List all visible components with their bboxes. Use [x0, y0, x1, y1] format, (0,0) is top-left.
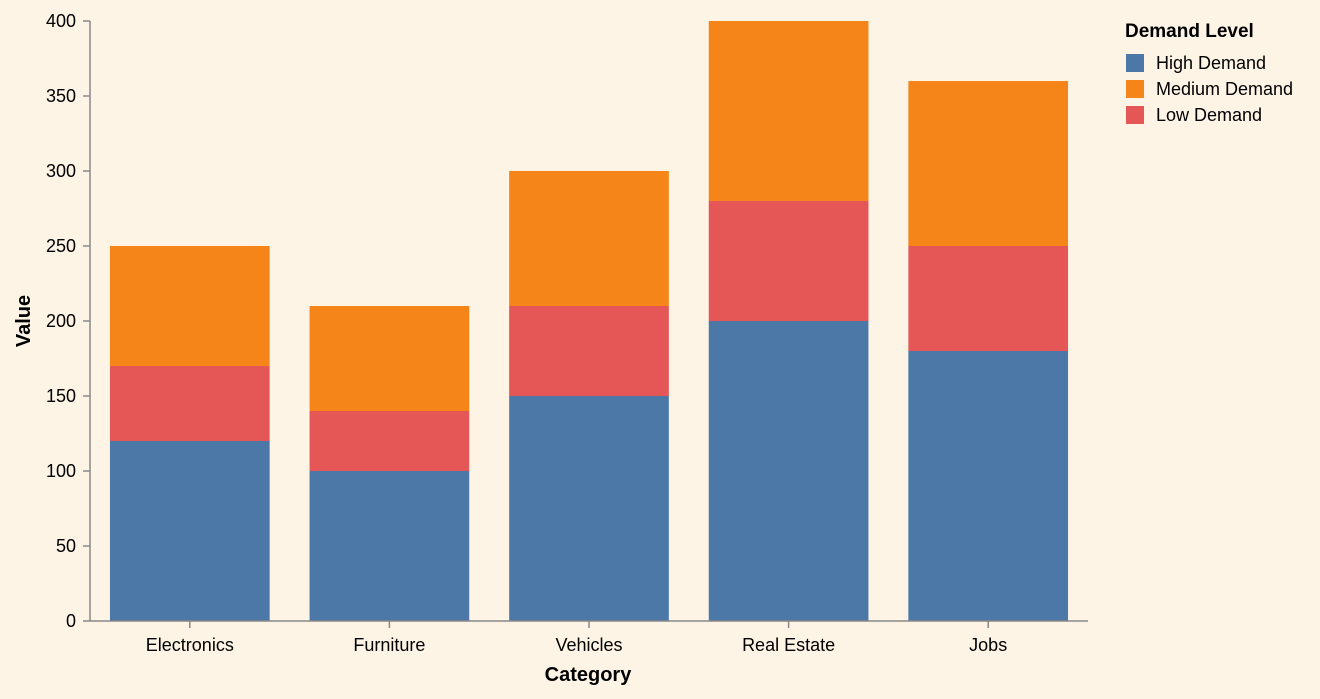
- bar-segment-vehicles-high-demand: [509, 396, 669, 621]
- bar-segment-real-estate-medium-demand: [708, 21, 869, 201]
- legend: Demand Level High Demand Medium Demand Low…: [1125, 21, 1293, 125]
- bar-segment-electronics-medium-demand: [109, 246, 270, 366]
- legend-label-low-demand: Low Demand: [1156, 105, 1262, 125]
- x-tick-label: Vehicles: [555, 635, 622, 655]
- bar-segment-furniture-medium-demand: [309, 306, 470, 411]
- x-tick-label: Furniture: [353, 635, 425, 655]
- legend-swatch-medium-demand: [1126, 80, 1144, 98]
- bar-segment-electronics-high-demand: [109, 441, 270, 621]
- y-tick-label: 150: [46, 386, 76, 406]
- legend-title: Demand Level: [1125, 21, 1254, 42]
- y-tick-label: 300: [46, 161, 76, 181]
- axes-layer: 0 50 100 150 200 250 300 350 400 Electronics Furni…: [46, 11, 1088, 655]
- bar-segment-jobs-medium-demand: [908, 81, 1069, 246]
- y-tick-label: 350: [46, 86, 76, 106]
- y-tick-label: 50: [56, 536, 76, 556]
- y-axis-title: Value: [13, 295, 35, 347]
- legend-label-high-demand: High Demand: [1156, 53, 1266, 73]
- x-tick-label: Real Estate: [742, 635, 835, 655]
- y-tick-label: 200: [46, 311, 76, 331]
- x-tick-label: Jobs: [969, 635, 1007, 655]
- bar-segment-furniture-high-demand: [309, 471, 470, 621]
- legend-swatch-high-demand: [1126, 54, 1144, 72]
- bar-segment-furniture-low-demand: [309, 411, 470, 471]
- bar-segment-electronics-low-demand: [109, 366, 270, 441]
- x-tick-label: Electronics: [146, 635, 234, 655]
- bars-layer: [109, 21, 1069, 621]
- bar-segment-vehicles-medium-demand: [509, 171, 669, 306]
- bar-segment-real-estate-high-demand: [708, 321, 869, 621]
- legend-swatch-low-demand: [1126, 106, 1144, 124]
- x-axis-title: Category: [545, 664, 633, 686]
- bar-segment-real-estate-low-demand: [708, 201, 869, 321]
- y-tick-label: 400: [46, 11, 76, 31]
- bar-segment-jobs-low-demand: [908, 246, 1069, 351]
- legend-label-medium-demand: Medium Demand: [1156, 79, 1293, 99]
- bar-segment-jobs-high-demand: [908, 351, 1069, 621]
- y-tick-label: 0: [66, 611, 76, 631]
- y-tick-label: 100: [46, 461, 76, 481]
- y-tick-label: 250: [46, 236, 76, 256]
- bar-segment-vehicles-low-demand: [509, 306, 669, 396]
